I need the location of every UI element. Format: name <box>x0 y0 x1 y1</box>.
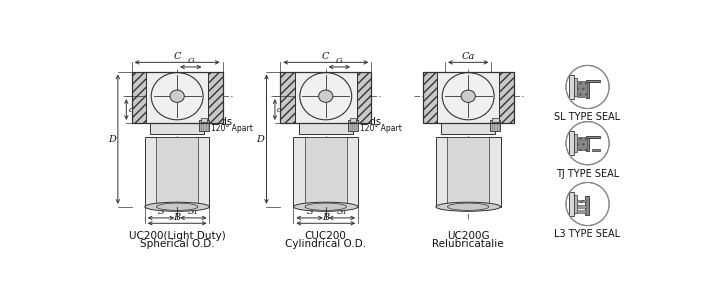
Text: G: G <box>336 58 343 65</box>
Bar <box>491 120 501 131</box>
Bar <box>132 72 146 123</box>
Bar <box>569 131 574 155</box>
Ellipse shape <box>156 203 198 210</box>
Bar <box>585 196 589 215</box>
Bar <box>423 72 513 123</box>
Bar <box>493 118 498 122</box>
Bar <box>499 72 513 123</box>
Text: TJ TYPE SEAL: TJ TYPE SEAL <box>556 169 619 178</box>
Ellipse shape <box>145 202 210 211</box>
Text: 120° Apart: 120° Apart <box>211 124 253 133</box>
Text: Ca: Ca <box>461 52 475 61</box>
Ellipse shape <box>436 202 501 211</box>
Bar <box>145 137 210 207</box>
Text: S₁: S₁ <box>337 207 347 216</box>
Text: SL TYPE SEAL: SL TYPE SEAL <box>555 112 620 122</box>
Bar <box>132 72 222 123</box>
Bar <box>578 199 586 202</box>
Bar <box>146 72 208 123</box>
Text: C: C <box>173 52 181 61</box>
Bar <box>569 75 574 99</box>
Text: UC200G: UC200G <box>447 231 490 241</box>
Text: d: d <box>128 106 134 114</box>
Ellipse shape <box>442 73 494 120</box>
Text: B: B <box>173 213 180 222</box>
Bar <box>587 81 589 98</box>
Ellipse shape <box>319 90 333 102</box>
Bar <box>350 118 356 122</box>
Bar <box>201 118 207 122</box>
Text: Cylindrical O.D.: Cylindrical O.D. <box>285 240 366 250</box>
Bar <box>150 121 204 134</box>
Text: Relubricatalie: Relubricatalie <box>432 240 504 250</box>
Bar <box>295 72 356 123</box>
Text: d: d <box>277 106 282 114</box>
Ellipse shape <box>294 202 358 211</box>
Bar <box>578 210 586 213</box>
Text: B: B <box>322 213 329 222</box>
Bar <box>587 80 600 82</box>
Bar <box>574 78 578 96</box>
Bar <box>156 137 198 207</box>
Bar <box>305 137 347 207</box>
Text: 2-ds: 2-ds <box>211 117 232 127</box>
Bar <box>294 137 358 207</box>
Bar <box>574 195 578 213</box>
Bar <box>208 72 222 123</box>
Text: 120° Apart: 120° Apart <box>360 124 402 133</box>
Bar <box>569 192 574 216</box>
Bar <box>578 81 587 97</box>
Ellipse shape <box>299 73 352 120</box>
Text: S: S <box>307 207 313 216</box>
Bar <box>280 72 371 123</box>
Bar <box>437 72 499 123</box>
Bar <box>280 72 295 123</box>
Text: CUC200: CUC200 <box>305 231 347 241</box>
Bar <box>436 137 501 207</box>
Bar <box>441 121 495 134</box>
Ellipse shape <box>305 203 347 210</box>
Ellipse shape <box>151 73 203 120</box>
Bar <box>423 72 437 123</box>
Ellipse shape <box>461 90 476 102</box>
Text: L3 TYPE SEAL: L3 TYPE SEAL <box>555 230 620 240</box>
Circle shape <box>566 122 609 165</box>
Bar <box>587 137 589 151</box>
Ellipse shape <box>448 203 489 210</box>
Bar <box>574 134 578 152</box>
Text: G: G <box>188 58 194 65</box>
Text: Spherical O.D.: Spherical O.D. <box>140 240 215 250</box>
Bar <box>448 137 489 207</box>
Bar <box>578 205 586 208</box>
Circle shape <box>566 183 609 226</box>
Text: 2-ds: 2-ds <box>360 117 381 127</box>
Bar <box>200 120 210 131</box>
Ellipse shape <box>170 90 184 102</box>
Text: D: D <box>108 135 116 144</box>
Text: D: D <box>256 135 264 144</box>
Text: UC200(Light Duty): UC200(Light Duty) <box>129 231 225 241</box>
Text: S: S <box>158 207 164 216</box>
Circle shape <box>566 65 609 109</box>
Bar <box>578 137 587 150</box>
Bar <box>299 121 353 134</box>
Bar <box>348 120 358 131</box>
Text: S₁: S₁ <box>188 207 198 216</box>
Text: C: C <box>322 52 329 61</box>
Bar <box>592 149 600 151</box>
Bar <box>587 136 600 138</box>
Bar <box>356 72 371 123</box>
